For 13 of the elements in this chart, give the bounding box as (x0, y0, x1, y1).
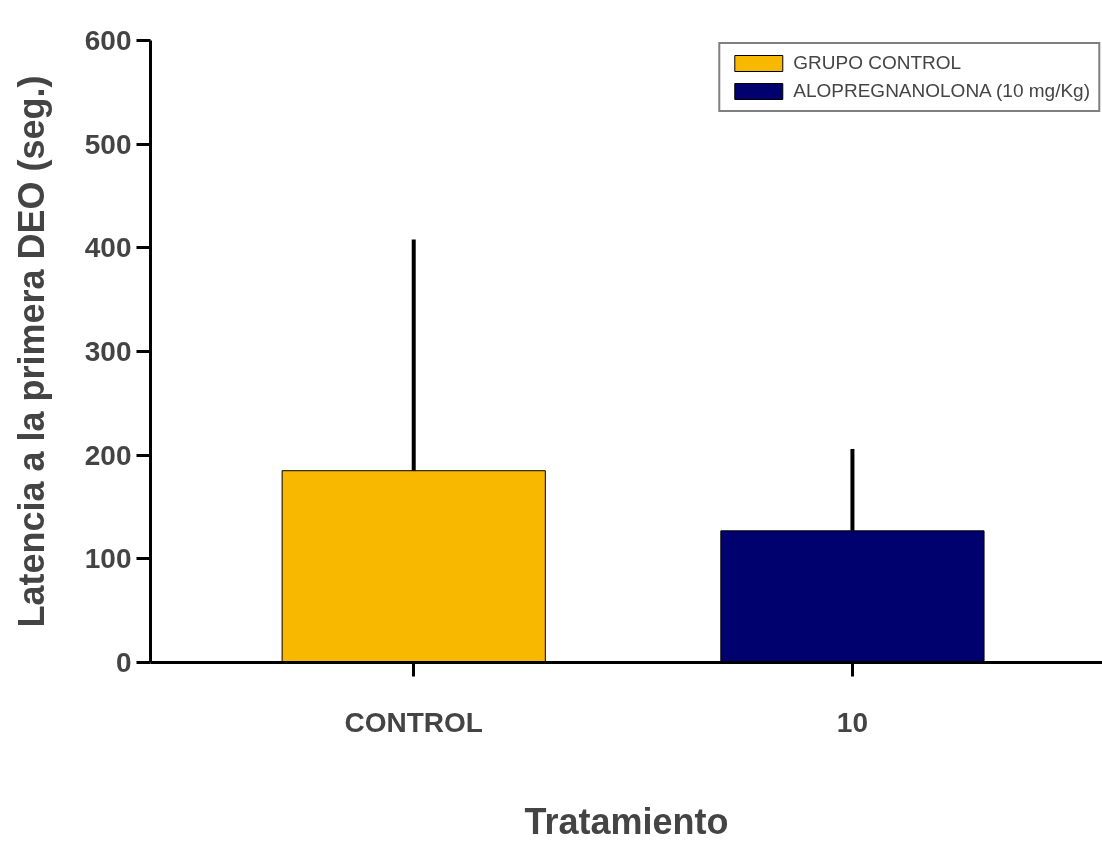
y-axis-title: Latencia a la primera DEO (seg.) (10, 75, 52, 628)
x-tick-label: CONTROL (344, 706, 483, 738)
legend-label: GRUPO CONTROL (793, 52, 962, 74)
x-tick-label: 10 (836, 706, 869, 738)
y-tick-label: 600 (84, 25, 132, 56)
y-tick-label: 500 (84, 128, 132, 160)
y-tick-label: 400 (84, 232, 132, 264)
y-tick-label: 0 (115, 647, 132, 678)
y-tick-label: 100 (84, 543, 132, 575)
legend-label: ALOPREGNANOLONA (10 mg/Kg) (793, 80, 1090, 102)
x-axis-title: Tratamiento (524, 800, 729, 842)
y-tick-label: 200 (84, 439, 132, 471)
y-tick-label: 300 (84, 336, 132, 367)
